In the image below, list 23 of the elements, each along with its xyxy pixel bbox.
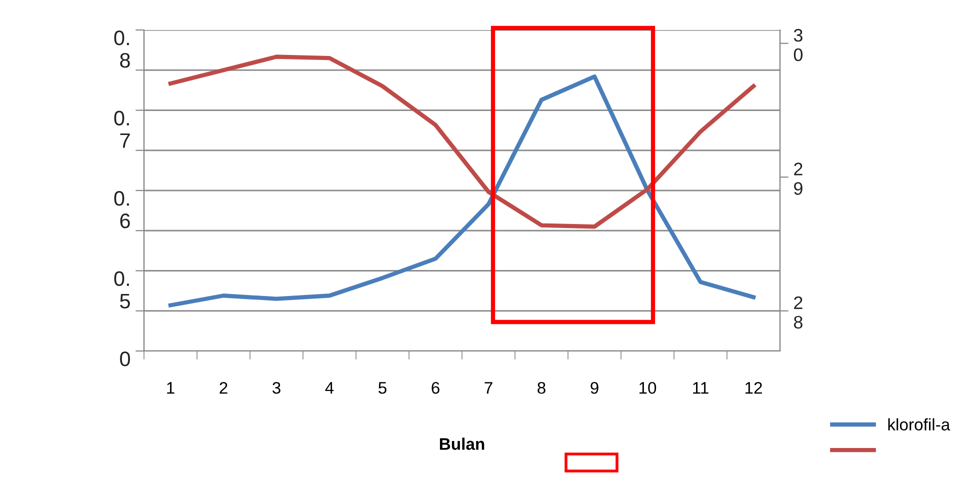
x-tick-label: 8	[538, 382, 546, 394]
x-tick-label: 3	[272, 382, 280, 394]
y-tick-label: 0	[120, 352, 130, 366]
y2-tick-label: 2 9	[794, 162, 802, 195]
y2-tick-label: 3 0	[794, 28, 803, 62]
x-tick-label: 9	[590, 382, 598, 394]
x-tick-label: 1	[167, 382, 174, 394]
x-tick-label: 2	[220, 382, 228, 394]
x-tick-label: 7	[484, 382, 492, 394]
x-tick-label: 12	[746, 382, 762, 394]
x-tick-label: 4	[325, 382, 334, 394]
y-tick-label: 0. 8	[114, 30, 130, 68]
y2-tick-label: 2 8	[794, 296, 802, 329]
y-tick-label: 0. 7	[114, 110, 130, 148]
line-series	[168, 54, 756, 229]
x-tick-label: 5	[378, 382, 386, 394]
x-tick-label: 6	[432, 382, 440, 394]
legend-label: klorofil-a	[888, 418, 950, 430]
y-tick-label: 0. 5	[114, 271, 130, 308]
y-tick-label: 0. 6	[114, 191, 130, 228]
x-tick-label: 10	[640, 382, 656, 394]
x-tick-label: 11	[693, 382, 708, 394]
x-axis-title: Bulan	[440, 438, 484, 450]
